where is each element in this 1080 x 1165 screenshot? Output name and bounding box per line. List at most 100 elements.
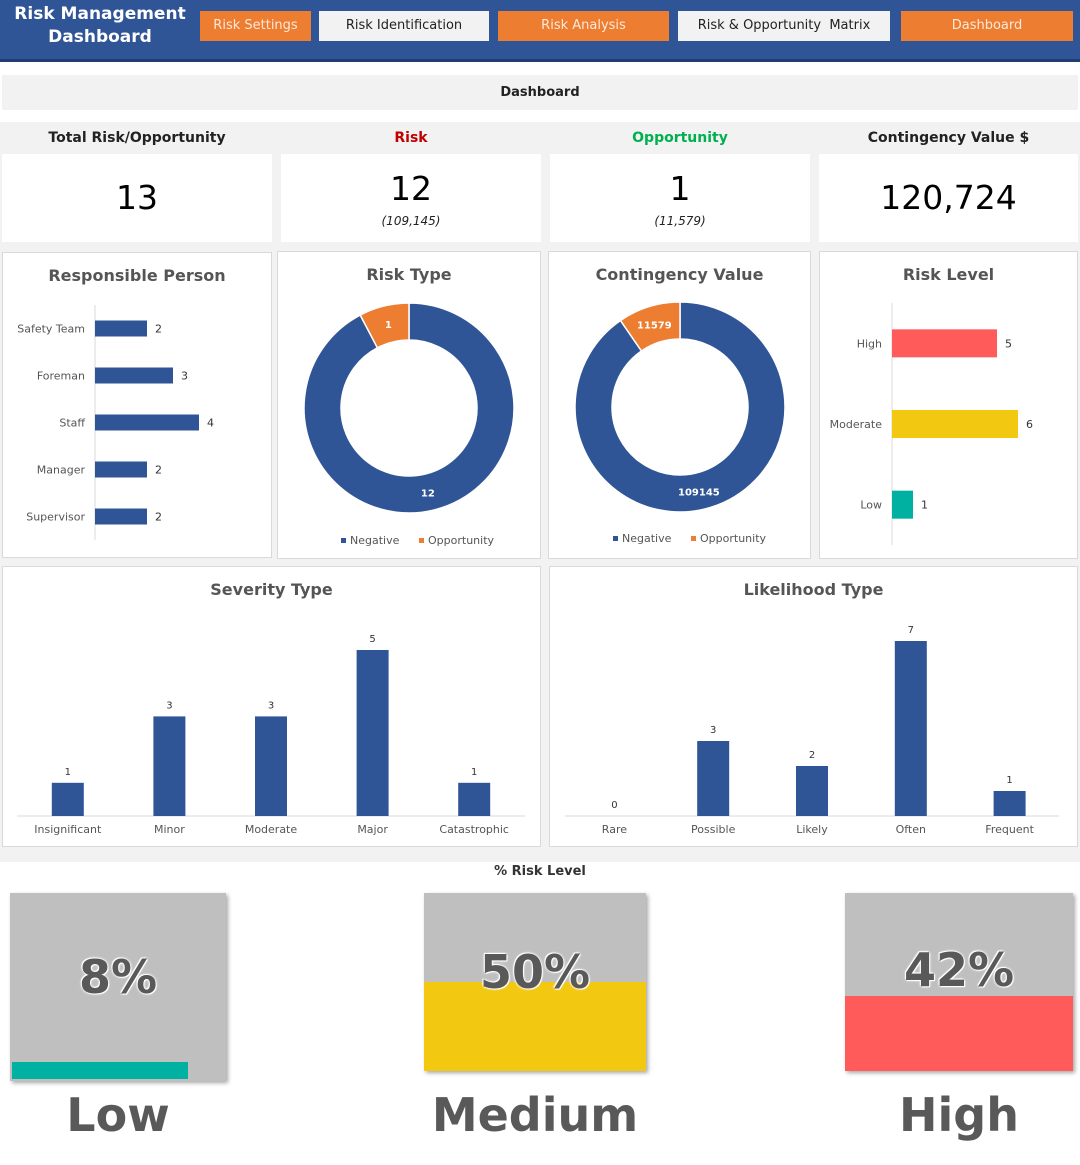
severity-type-panel: Severity Type 1 Insignificant 3 Minor 3 Moder… <box>2 566 541 847</box>
value-label: 1 <box>1006 775 1012 786</box>
kpi-risk-value: 12 <box>390 169 432 208</box>
legend-swatch-negative <box>341 538 346 543</box>
responsible-person-chart: Safety Team 2 Foreman 3 Staff 4 Manager 2 Superv… <box>17 305 214 540</box>
bar-often <box>894 641 927 816</box>
bar-insignificant <box>51 782 84 816</box>
category-label: Often <box>896 823 926 836</box>
value-label: 5 <box>369 634 375 645</box>
slice-value-label: 11579 <box>637 320 672 331</box>
legend-swatch-opportunity <box>419 538 424 543</box>
likelihood-type-title: Likelihood Type <box>743 580 884 599</box>
severity-type-chart: 1 Insignificant 3 Minor 3 Moderate 5 Major 1 Cata… <box>17 634 525 836</box>
gauge-medium-fill <box>424 982 646 1071</box>
gauge-high: 42% <box>845 893 1073 1071</box>
app-title: Risk Management Dashboard <box>14 4 186 47</box>
dashboard-band-title: Dashboard <box>2 75 1078 110</box>
risk-type-chart: 12 1 Negative Opportunity <box>303 302 515 547</box>
value-label: 2 <box>155 323 162 336</box>
gauge-medium-label: Medium <box>431 1088 639 1142</box>
category-label: Staff <box>59 417 85 430</box>
slice-value-label: 109145 <box>678 487 720 498</box>
category-label: Possible <box>691 823 736 836</box>
category-label: Manager <box>37 464 86 477</box>
bar-major <box>356 650 389 816</box>
gauge-high-fill <box>845 996 1073 1071</box>
kpi-opportunity-heading: Opportunity <box>550 124 810 152</box>
bar-minor <box>153 716 186 816</box>
contingency-value-title: Contingency Value <box>595 265 764 284</box>
risk-type-title: Risk Type <box>366 265 452 284</box>
value-label: 6 <box>1026 418 1033 431</box>
value-label: 2 <box>155 464 162 477</box>
value-label: 3 <box>268 700 274 711</box>
kpi-contingency-value: 120,724 <box>880 178 1017 217</box>
slice-opportunity <box>359 302 410 349</box>
kpi-risk-subvalue: (109,145) <box>381 214 441 228</box>
slice-value-label: 12 <box>421 488 435 499</box>
bar-manager <box>95 461 147 478</box>
bar-moderate <box>255 716 287 816</box>
category-label: Minor <box>154 823 185 836</box>
kpi-opportunity-value: 1 <box>669 169 691 208</box>
bar-high <box>892 329 997 358</box>
nav-risk-opportunity-matrix[interactable]: Risk & Opportunity Matrix <box>678 11 890 41</box>
risk-level-panel: Risk Level High 5 Moderate 6 Low 1 <box>819 251 1078 559</box>
slice-negative <box>303 302 515 514</box>
bar-staff <box>95 414 199 431</box>
gauge-medium: 50% <box>424 893 646 1071</box>
contingency-value-chart: 109145 11579 Negative Opportunity <box>574 301 786 545</box>
value-label: 5 <box>1005 337 1012 350</box>
kpi-contingency-box: 120,724 <box>819 154 1078 242</box>
value-label: 2 <box>155 511 162 524</box>
nav-risk-settings[interactable]: Risk Settings <box>200 11 311 41</box>
value-label: 1 <box>471 767 477 778</box>
category-label: Moderate <box>245 823 298 836</box>
category-label: Low <box>860 499 882 512</box>
nav-risk-analysis[interactable]: Risk Analysis <box>498 11 669 41</box>
category-label: Moderate <box>830 418 883 431</box>
bar-possible <box>697 741 730 816</box>
responsible-person-panel: Responsible Person Safety Team 2 Foreman 3 S… <box>2 252 272 558</box>
category-label: Safety Team <box>17 323 85 336</box>
nav-dashboard[interactable]: Dashboard <box>901 11 1073 41</box>
gauge-low-label: Low <box>66 1088 170 1142</box>
bar-low <box>892 490 913 519</box>
likelihood-type-panel: Likelihood Type 0 Rare 3 Possible 2 Likely 7 Of… <box>549 566 1078 847</box>
bar-frequent <box>993 791 1026 816</box>
kpi-opportunity-box: 1 (11,579) <box>550 154 810 242</box>
severity-type-title: Severity Type <box>210 580 333 599</box>
value-label: 3 <box>710 725 716 736</box>
bar-supervisor <box>95 508 147 525</box>
category-label: Major <box>357 823 388 836</box>
kpi-total-value: 13 <box>116 178 158 217</box>
contingency-value-panel: Contingency Value 109145 11579 Negative Opp… <box>548 251 811 559</box>
risk-type-panel: Risk Type 12 1 Negative Opportunity <box>277 251 541 559</box>
kpi-total-heading: Total Risk/Opportunity Identification <box>2 124 272 174</box>
gauge-high-label: High <box>899 1088 1019 1142</box>
percent-risk-level-title: % Risk Level <box>494 864 586 879</box>
legend-label-opportunity: Opportunity <box>700 532 767 545</box>
likelihood-type-chart: 0 Rare 3 Possible 2 Likely 7 Often 1 Frequent <box>565 625 1059 836</box>
slice-negative <box>574 301 786 513</box>
legend-label-opportunity: Opportunity <box>428 534 495 547</box>
value-label: 1 <box>921 499 928 512</box>
gauge-low: 8% <box>10 893 226 1081</box>
gauge-medium-percent: 50% <box>479 945 591 999</box>
header-bar: Risk Management Dashboard Risk Settings … <box>0 0 1080 62</box>
category-label: Likely <box>796 823 828 836</box>
bar-catastrophic <box>458 782 491 816</box>
kpi-total-box: 13 <box>2 154 272 242</box>
category-label: Frequent <box>985 823 1034 836</box>
value-label: 7 <box>908 625 914 636</box>
bar-safety-team <box>95 320 147 337</box>
category-label: Insignificant <box>34 823 102 836</box>
gauge-high-percent: 42% <box>903 943 1015 997</box>
nav-risk-identification[interactable]: Risk Identification <box>319 11 489 41</box>
responsible-person-title: Responsible Person <box>48 266 226 285</box>
value-label: 0 <box>611 800 617 811</box>
bar-foreman <box>95 367 173 384</box>
category-label: Rare <box>602 823 627 836</box>
legend-label-negative: Negative <box>622 532 672 545</box>
value-label: 3 <box>181 370 188 383</box>
